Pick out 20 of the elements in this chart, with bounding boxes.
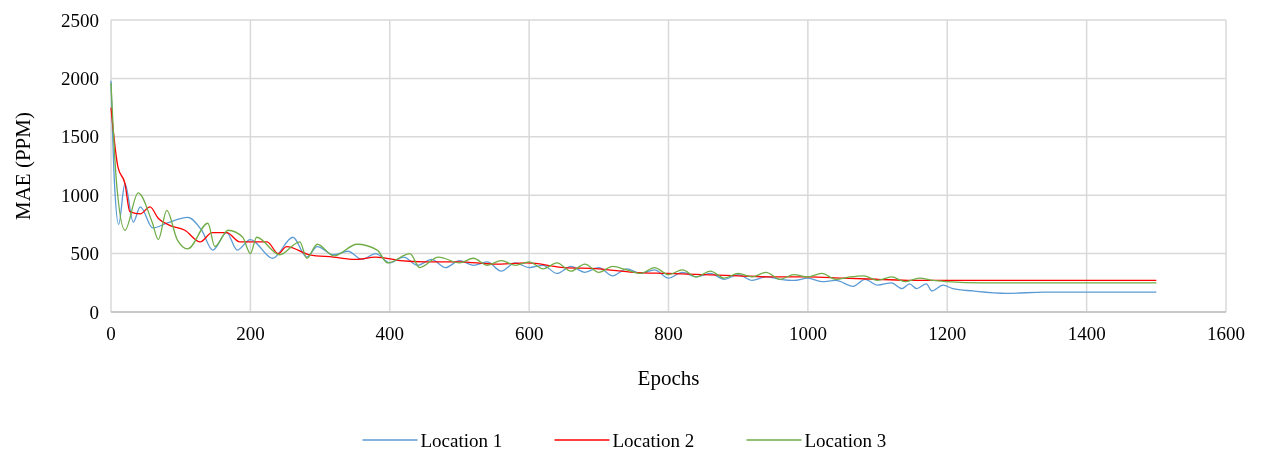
y-tick-label: 500 xyxy=(70,243,99,265)
x-tick-label: 200 xyxy=(236,323,265,344)
x-tick-label: 1000 xyxy=(788,323,827,344)
y-tick-label: 2500 xyxy=(61,9,99,31)
y-tick-label: 1500 xyxy=(61,126,99,148)
y-tick-label: 1000 xyxy=(61,184,99,206)
x-tick-label: 1200 xyxy=(928,323,967,344)
x-tick-label: 600 xyxy=(514,323,544,344)
x-tick-label: 1600 xyxy=(1207,323,1245,344)
x-tick-label: 400 xyxy=(375,323,404,344)
legend-label: Location 3 xyxy=(804,429,887,451)
x-tick-label: 0 xyxy=(106,323,116,344)
y-tick-label: 0 xyxy=(89,301,99,323)
x-tick-label: 800 xyxy=(654,323,683,344)
x-axis-title: Epochs xyxy=(637,366,700,390)
legend-label: Location 2 xyxy=(612,429,695,451)
y-tick-label: 2000 xyxy=(61,68,99,90)
y-axis-title: MAE (PPM) xyxy=(11,112,35,220)
legend-label: Location 1 xyxy=(420,429,503,451)
x-tick-label: 1400 xyxy=(1067,323,1106,344)
